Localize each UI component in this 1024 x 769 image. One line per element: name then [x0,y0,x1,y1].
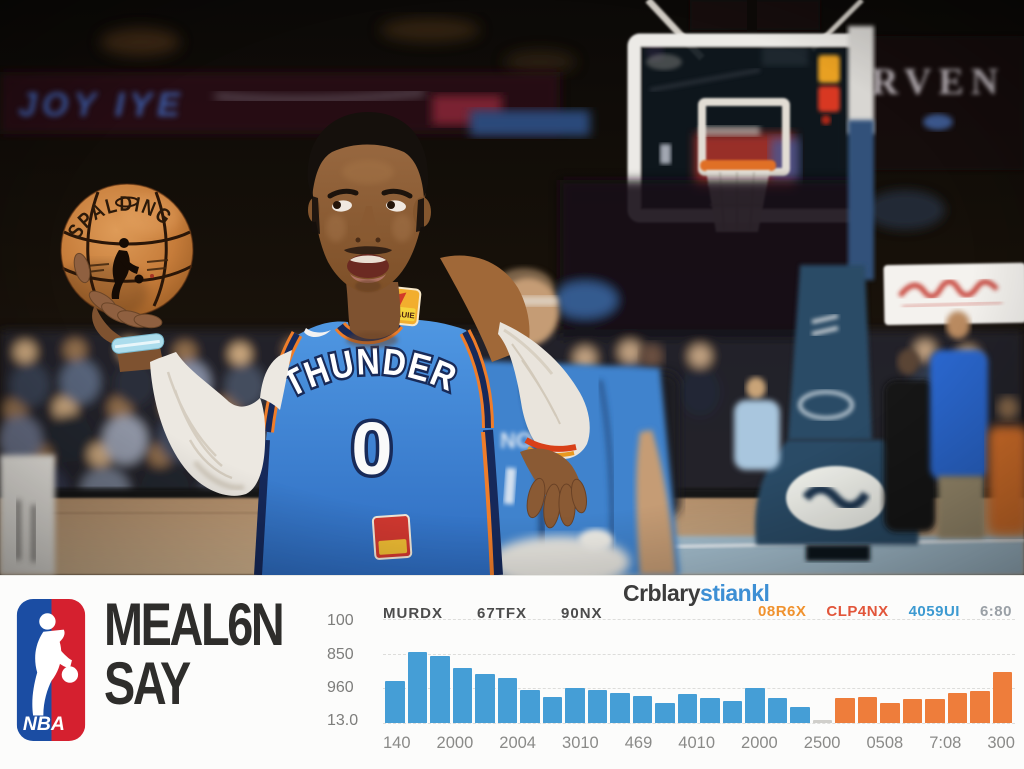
bar [542,697,562,723]
bar [610,693,630,723]
nba-logo-text: NBA [23,713,65,735]
bar [902,699,922,723]
nba-player-silhouette [32,613,79,716]
y-tick-label: 13.0 [327,712,359,729]
x-tick-label: 2000 [741,734,778,752]
bar [677,694,697,723]
gridline [383,723,1015,724]
legend-item: CLP4NX [826,603,889,620]
chart-bars [383,619,1015,723]
chart-legend: 08R6X CLP4NX 4059UI 6:80 [758,603,1012,620]
legend-item: 4059UI [908,603,960,620]
gridline [383,688,1015,690]
legend-item: 6:80 [979,603,1012,620]
nba-logo: NBA [16,599,86,741]
x-tick-label: 3010 [562,734,599,752]
bar [430,656,450,723]
bar [812,720,832,723]
bar [790,707,810,723]
bar [880,703,900,723]
bar [857,697,877,723]
x-tick-label: 469 [624,734,653,752]
bar [385,681,405,723]
x-tick-label: 2500 [803,734,841,752]
chart-annotation: 90NX [561,605,603,622]
bar [475,674,495,723]
x-tick-label: 2000 [436,734,474,752]
bar [970,691,990,723]
chart-title-part2: stiankl [700,580,770,606]
x-tick-label: 4010 [678,734,716,752]
y-tick-label: 850 [327,646,354,663]
chart-annotation: 67TFX [477,605,528,622]
bar [587,690,607,723]
chart-title: Crblarystiankl [623,580,770,607]
chart-annotation: MURDX [383,605,443,622]
legend-item: 08R6X [758,603,807,620]
bottom-banner: NBA MEAL6N SAY Crblarystiankl 08R6X CLP4N… [0,575,1024,769]
chart-x-ticks: 140 2000 2004 3010 469 4010 2000 2500 0508 7:08 30… [383,734,1015,753]
gridline [383,619,1015,620]
bar [992,672,1012,723]
bar [565,688,585,723]
bar [925,699,945,723]
bar [407,652,427,723]
chart-title-part1: Crblary [623,580,701,606]
x-tick-label: 300 [987,734,1015,752]
bar [767,698,787,723]
brand-title-line2: SAY [104,649,191,717]
brand-title-line1: MEAL6N [104,591,285,658]
vignette [0,0,1024,575]
bar [722,701,742,723]
chart-annotations: MURDX 67TFX 90NX [383,605,603,622]
bar [947,693,967,723]
arena-scene: JOY IYE RVEN [0,0,1024,575]
x-tick-label: 7:08 [929,734,962,752]
bar [745,688,765,723]
y-tick-label: 960 [327,679,354,696]
bar [452,668,472,723]
bar [520,690,540,723]
x-tick-label: 0508 [866,734,904,752]
bar [632,696,652,723]
chart-y-ticks: 100 850 960 13.0 [327,576,379,736]
gridline [383,653,1015,655]
bar [835,698,855,723]
x-tick-label: 2004 [499,734,536,752]
brand-title: MEAL6N SAY [104,591,285,717]
x-tick-label: 140 [383,734,411,752]
stats-chart: Crblarystiankl 08R6X CLP4NX 4059UI 6:80 MUR… [325,576,1024,769]
y-tick-label: 100 [327,612,354,629]
bar [655,703,675,723]
bar [497,678,517,723]
bar [700,698,720,723]
chart-plot [383,619,1015,724]
arena-photo: JOY IYE RVEN [0,0,1024,575]
